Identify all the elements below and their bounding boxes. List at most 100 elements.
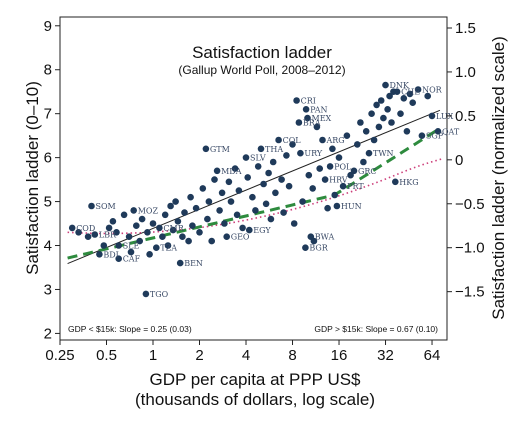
slope-note-high: GDP > $15k: Slope = 0.67 (0.10) [314,324,438,334]
y-tick-label: 4 [44,238,52,255]
data-point [418,132,426,139]
data-point [368,110,375,117]
data-point [354,141,361,148]
data-point [252,207,259,214]
data-point [153,244,160,251]
data-point [365,149,373,157]
y-tick-label: 5 [44,194,52,211]
country-label: GTM [210,145,230,154]
country-label: BGR [309,244,328,253]
data-point [254,163,262,170]
data-point [96,251,103,258]
y2-tick-label: −1.0 [455,240,485,257]
country-label: COL [283,136,302,145]
data-point [174,218,182,225]
data-point [335,154,343,161]
data-point [362,128,370,135]
data-point [400,95,408,102]
country-label: BWA [315,233,335,242]
country-label: DNK [390,81,410,90]
country-label: CHE [401,88,420,97]
data-point [218,189,226,197]
y2-axis-title: Satisfaction ladder (normalized scale) [489,36,508,319]
data-point [242,154,250,161]
y2-tick-label: 0 [455,152,463,169]
data-point [211,176,218,183]
data-point [386,92,393,100]
country-labels: TGO SOM MOZ COD LBR BDI CAF SLE CMR TZA BEN GTM MDA G… [76,81,460,299]
data-point [159,233,166,240]
data-point [130,207,137,214]
country-label: QAT [442,127,460,136]
country-label: CRI [301,97,316,106]
country-label: HKG [399,178,418,187]
country-label: SLE [123,242,140,251]
data-point [316,165,324,172]
country-label: MEX [312,114,332,123]
data-point [84,233,92,240]
country-label: SOM [96,202,116,211]
data-point [75,229,82,236]
data-point [257,145,265,153]
data-point [319,136,326,144]
data-point [388,119,395,126]
chart-subtitle: (Gallup World Poll, 2008–2012) [178,63,345,77]
data-point [185,237,192,245]
data-point [380,114,387,122]
data-point [313,123,321,131]
country-label: MOZ [138,206,159,215]
data-point [326,163,334,170]
country-label: GEO [231,233,250,242]
data-point [172,198,179,205]
country-label: LUX [436,112,454,121]
country-label: POL [334,162,352,171]
data-point [375,123,383,131]
data-point [149,220,157,227]
y-tick-label: 3 [44,281,52,298]
data-point [125,233,133,240]
country-label: PRT [347,182,364,191]
data-point [293,97,300,104]
country-label: HUN [341,202,362,211]
data-point [299,198,306,205]
data-point [199,185,207,192]
data-point [144,229,151,236]
data-point [377,97,385,104]
data-point [213,167,221,175]
data-point [204,215,211,223]
y-tick-label: 2 [44,325,52,342]
y-axis-title: Satisfaction ladder (0–10) [23,81,42,275]
data-point [360,158,367,166]
x-tick-label: 0.5 [96,347,117,364]
data-points [68,81,442,298]
data-point [196,229,203,236]
data-point [304,114,311,122]
data-point [331,191,339,199]
country-label: LBR [99,231,117,240]
data-point [424,92,432,100]
x-tick-label: 4 [242,347,250,364]
data-point [205,198,213,205]
data-point [202,145,210,153]
data-point [267,215,275,223]
country-label: GRC [358,167,377,176]
plot-frame [59,16,448,341]
data-point [164,242,172,249]
data-point [343,132,351,139]
data-point [414,86,422,93]
country-label: BEN [184,259,203,268]
data-point [68,224,76,232]
country-label: MDA [221,167,242,176]
data-point [187,193,194,201]
y-tick-label: 6 [44,150,52,167]
data-point [297,149,304,157]
data-point [397,110,404,117]
data-point [179,233,186,240]
data-point [310,237,318,245]
y2-tick-label: 1.5 [455,20,476,37]
data-point [161,211,169,219]
x-axis-title-line2: (thousands of dollars, log scale) [135,390,375,409]
data-point [305,171,313,179]
chart-title: Satisfaction ladder [192,43,332,62]
country-label: TGO [150,290,169,299]
